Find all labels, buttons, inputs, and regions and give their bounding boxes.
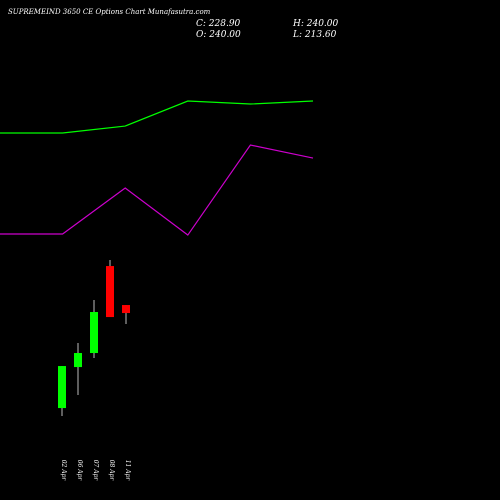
indicator-line <box>0 144 314 236</box>
x-tick-label: 02 Apr <box>60 460 67 482</box>
open-label: O: 240.00 <box>196 30 241 40</box>
candle-body <box>122 305 130 314</box>
x-tick-label: 07 Apr <box>92 460 99 482</box>
close-label: C: 228.90 <box>196 19 241 29</box>
low-label: L: 213.60 <box>292 30 337 40</box>
x-tick-label: 08 Apr <box>108 460 115 482</box>
chart-title: SUPREMEIND 3650 CE Options Chart Munafas… <box>8 8 211 16</box>
candle-body <box>58 366 66 409</box>
candle-body <box>74 353 82 368</box>
candle-body <box>106 266 114 318</box>
high-label: H: 240.00 <box>292 19 339 29</box>
candle-body <box>90 312 98 354</box>
x-tick-label: 11 Apr <box>124 460 131 482</box>
x-tick-label: 06 Apr <box>76 460 83 482</box>
indicator-line <box>0 100 314 134</box>
